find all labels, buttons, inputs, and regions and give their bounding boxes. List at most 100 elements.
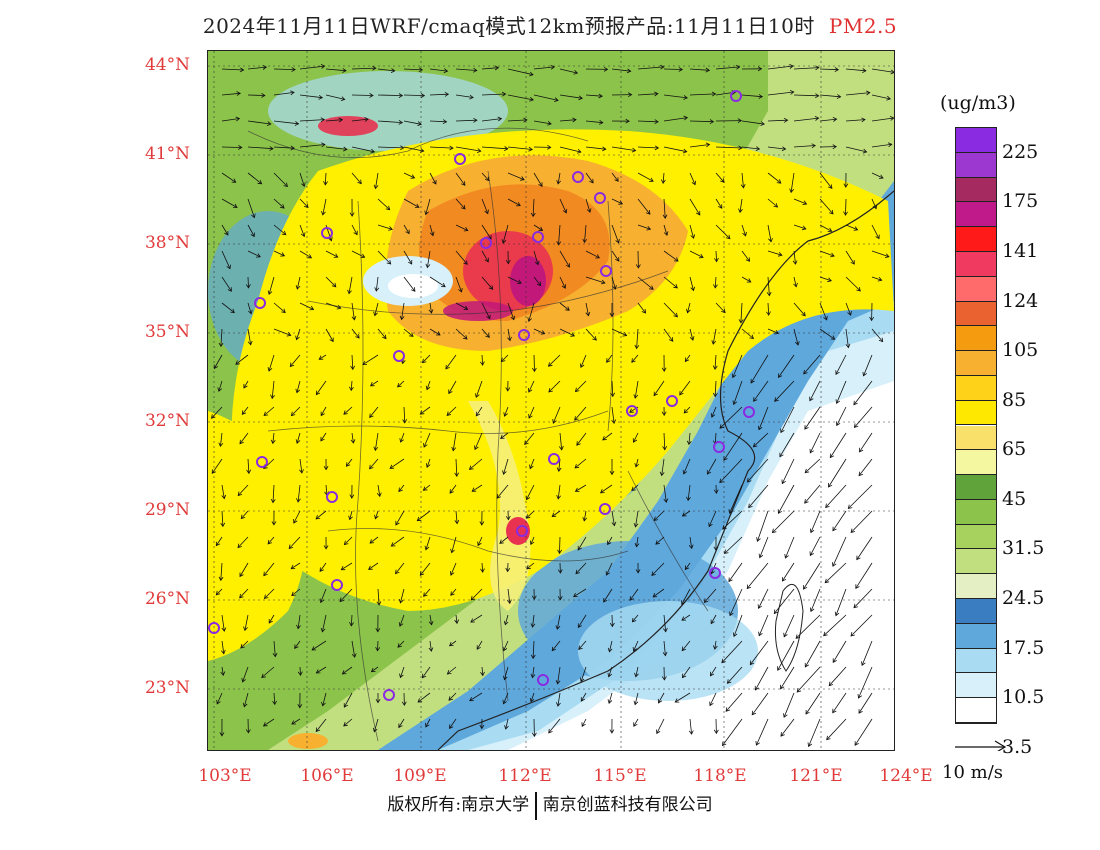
wind-vector [399,614,405,627]
wind-vector-head [579,363,585,369]
wind-vector [607,536,613,545]
wind-vector [239,588,249,599]
wind-vector [740,302,743,323]
wind-vector [481,118,502,122]
wind-vector [425,536,431,550]
wind-vector-head [878,174,884,179]
wind-vector [777,640,795,671]
wind-vector-head [705,142,711,148]
wind-vector-head [710,413,716,418]
wind-vector [403,250,413,265]
wind-vector-head [725,707,731,712]
wind-vector [845,68,866,72]
wind-vector-head [850,528,856,534]
wind-vector [267,536,275,545]
lat-label-26: 26°N [144,589,190,609]
wind-vector-head [853,603,858,609]
wind-vector-head [875,234,880,240]
wind-vector [663,117,688,122]
wind-vector [558,224,561,245]
wind-vector [548,718,561,734]
colorbar-swatch [956,648,996,674]
wind-vector-head [592,336,597,341]
wind-vector-head [424,545,430,551]
wind-vector [576,432,587,446]
wind-vector-head [634,344,640,350]
wind-vector-head [614,177,619,182]
wind-vector-head [607,699,613,704]
wind-vector-head [729,611,734,617]
wind-vector-head [505,567,511,573]
wind-vector [455,146,481,152]
wind-vector-head [318,355,324,360]
colorbar-swatch [956,326,996,352]
wind-vector-head [828,184,833,190]
wind-vector-head [289,362,295,368]
wind-vector-head [349,386,354,392]
wind-vector-head [657,698,663,704]
wind-vector-head [529,697,535,703]
wind-vector [271,380,275,399]
wind-vector [375,172,379,189]
wind-vector-head [633,522,639,528]
wind-vector [362,354,379,365]
wind-vector-head [449,489,454,494]
wind-vector-head [450,548,455,554]
wind-vector-head [290,145,295,151]
wind-vector [215,536,223,546]
wind-vector-head [419,148,425,153]
wind-vector [774,380,795,402]
wind-vector-head [713,729,719,735]
wind-vector [684,562,691,570]
wind-vector [608,666,613,677]
wind-vector-head [342,68,347,73]
wind-vector [450,588,457,596]
wind-vector-head [627,92,633,98]
wind-vector [221,666,224,676]
wind-vector-head [856,286,861,292]
wind-vector-head [712,645,718,650]
wind-vector [634,692,639,705]
wind-vector [429,68,448,72]
wind-vector [299,119,325,122]
wind-vector [455,302,468,310]
wind-vector [235,354,249,365]
wind-vector-head [428,620,434,626]
wind-vector [793,67,819,70]
wind-vector-head [372,727,378,733]
wind-vector [767,91,794,96]
wind-vector [689,93,716,96]
wind-vector-head [570,332,576,337]
wind-vector-head [369,413,374,419]
wind-vector [297,484,301,503]
wind-vector [739,198,743,213]
wind-vector-head [400,145,405,151]
colorbar-swatch [956,524,996,550]
wind-vector [221,510,224,527]
wind-vector [559,68,578,74]
wind-vector-head [721,658,726,664]
wind-vector [481,198,489,214]
wind-vector [349,510,353,520]
wind-vector [320,406,327,416]
wind-vector [526,562,535,570]
wind-vector-head [574,487,580,492]
wind-vector-head [884,253,890,258]
wind-vector [767,328,779,334]
wind-vector [213,354,223,369]
wind-vector [804,458,821,473]
wind-vector-head [574,463,580,469]
wind-vector-head [293,518,298,524]
wind-vector-head [473,117,478,123]
wind-vector-head [527,317,532,322]
wind-vector-head [862,148,868,154]
wind-vector [377,68,395,72]
wind-vector-head [291,591,296,597]
wind-vector [532,666,535,678]
wind-vector-head [713,284,718,289]
wind-vector-head [682,148,688,154]
wind-vector [351,67,376,70]
wind-vector [481,302,491,319]
colorbar-label: 45 [1002,487,1027,510]
wind-vector-head [633,700,639,706]
